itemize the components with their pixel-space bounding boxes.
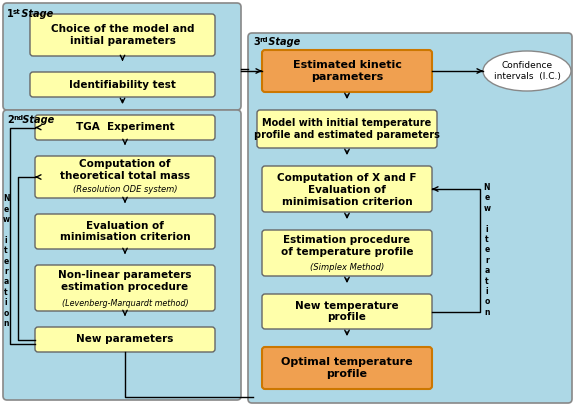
FancyBboxPatch shape (30, 72, 215, 97)
Text: Confidence
intervals  (I.C.): Confidence intervals (I.C.) (493, 61, 560, 81)
Text: st: st (13, 9, 21, 15)
Text: Identifiability test: Identifiability test (69, 79, 176, 90)
Text: 1: 1 (7, 9, 14, 19)
Text: Model with initial temperature
profile and estimated parameters: Model with initial temperature profile a… (254, 118, 440, 140)
Text: Stage: Stage (265, 37, 300, 47)
FancyBboxPatch shape (262, 294, 432, 329)
FancyBboxPatch shape (3, 3, 241, 110)
Text: N
e
w

i
t
e
r
a
t
i
o
n: N e w i t e r a t i o n (484, 183, 490, 317)
Text: nd: nd (13, 115, 23, 121)
Text: (Simplex Method): (Simplex Method) (310, 263, 384, 272)
FancyBboxPatch shape (35, 214, 215, 249)
Text: Choice of the model and
initial parameters: Choice of the model and initial paramete… (51, 24, 194, 46)
FancyBboxPatch shape (35, 327, 215, 352)
Text: Computation of X and F: Computation of X and F (278, 173, 417, 183)
Text: TGA  Experiment: TGA Experiment (76, 123, 174, 133)
Text: Evaluation of
minimisation criterion: Evaluation of minimisation criterion (59, 221, 190, 242)
FancyBboxPatch shape (257, 110, 437, 148)
FancyBboxPatch shape (30, 14, 215, 56)
Ellipse shape (483, 51, 571, 91)
Text: 3: 3 (253, 37, 260, 47)
FancyBboxPatch shape (248, 33, 572, 403)
Text: rd: rd (259, 37, 268, 43)
FancyBboxPatch shape (262, 50, 432, 92)
FancyBboxPatch shape (262, 347, 432, 389)
Text: Stage: Stage (19, 115, 54, 125)
Text: New parameters: New parameters (76, 335, 174, 344)
Text: Non-linear parameters
estimation procedure: Non-linear parameters estimation procedu… (58, 270, 192, 292)
FancyBboxPatch shape (35, 115, 215, 140)
Text: (Resolution ODE system): (Resolution ODE system) (73, 186, 177, 195)
Text: Optimal temperature
profile: Optimal temperature profile (281, 357, 413, 379)
Text: (Levenberg-Marquardt method): (Levenberg-Marquardt method) (62, 299, 188, 308)
Text: Evaluation of
minimisation criterion: Evaluation of minimisation criterion (282, 185, 413, 207)
Text: 2: 2 (7, 115, 14, 125)
FancyBboxPatch shape (262, 166, 432, 212)
Text: Computation of
theoretical total mass: Computation of theoretical total mass (60, 159, 190, 181)
Text: Estimated kinetic
parameters: Estimated kinetic parameters (293, 60, 402, 82)
Text: New temperature
profile: New temperature profile (295, 301, 399, 322)
FancyBboxPatch shape (262, 230, 432, 276)
Text: Stage: Stage (18, 9, 53, 19)
Text: Estimation procedure
of temperature profile: Estimation procedure of temperature prof… (281, 235, 413, 257)
FancyBboxPatch shape (35, 265, 215, 311)
Text: N
e
w

i
t
e
r
a
t
i
o
n: N e w i t e r a t i o n (2, 194, 9, 328)
FancyBboxPatch shape (3, 110, 241, 400)
FancyBboxPatch shape (35, 156, 215, 198)
